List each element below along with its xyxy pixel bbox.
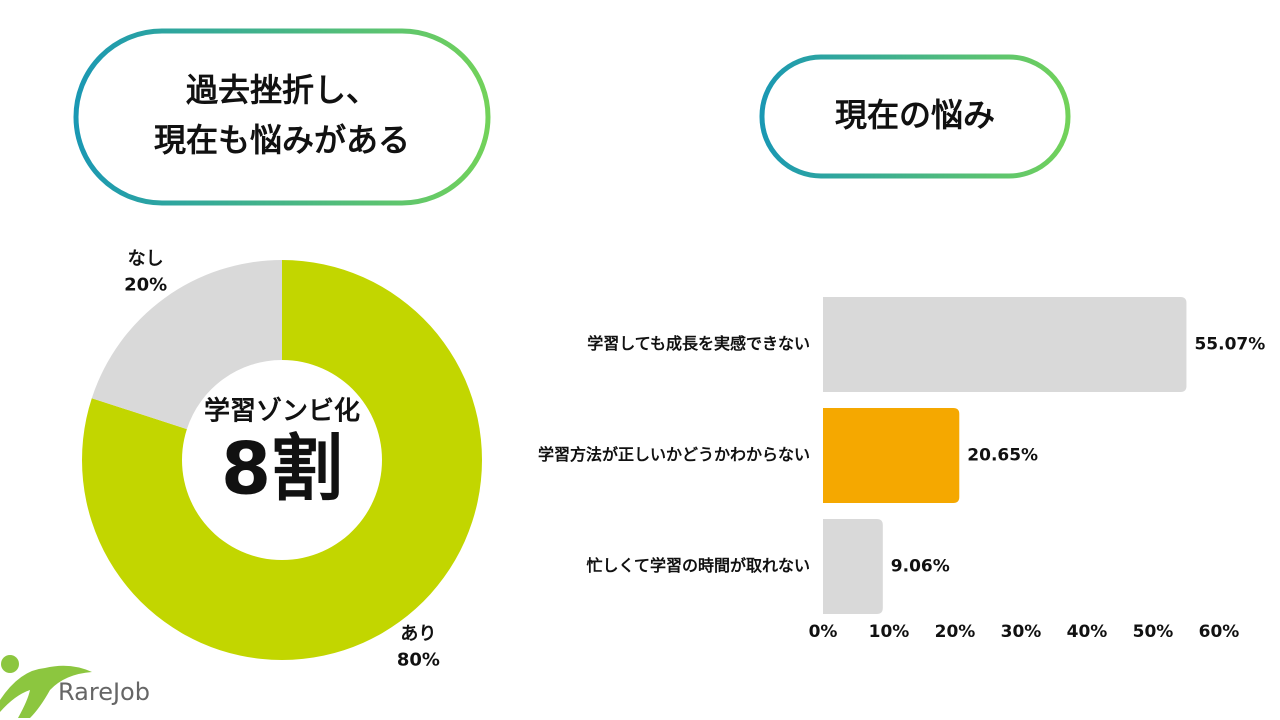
slice-label: なし (128, 248, 164, 269)
value-label: 9.06% (891, 557, 950, 577)
value-label: 55.07% (1194, 335, 1265, 355)
category-label: 学習方法が正しいかどうかわからない (538, 445, 810, 464)
chart-title: 現在も悩みがある (154, 121, 410, 159)
x-tick-label: 0% (809, 622, 838, 642)
slice-label: あり (400, 624, 436, 645)
category-label: 忙しくて学習の時間が取れない (586, 556, 810, 575)
x-tick-label: 30% (1001, 622, 1042, 642)
x-tick-label: 50% (1133, 622, 1174, 642)
pie-slice (91, 260, 282, 430)
logo: RareJob (0, 655, 150, 718)
category-label: 学習しても成長を実感できない (587, 334, 810, 353)
chart-title: 現在の悩み (835, 96, 995, 134)
pie-slice (82, 260, 483, 660)
value-label: 20.65% (967, 446, 1038, 466)
x-tick-label: 60% (1199, 622, 1240, 642)
logo-text: RareJob (58, 678, 150, 706)
value-label: 20% (124, 274, 167, 295)
center-label: 学習ゾンビ化 (204, 396, 360, 427)
x-tick-label: 40% (1067, 622, 1108, 642)
chart-title: 過去挫折し、 (186, 71, 378, 109)
x-tick-label: 10% (869, 622, 910, 642)
x-tick-label: 20% (935, 622, 976, 642)
center-value: 8割 (221, 427, 343, 511)
bar (823, 297, 1187, 392)
bar (823, 408, 960, 503)
title-box (759, 54, 1071, 179)
bar (823, 519, 883, 614)
title-box (73, 28, 491, 206)
logo-mark (0, 665, 92, 718)
value-label: 80% (397, 650, 440, 671)
logo-mark (1, 655, 19, 673)
